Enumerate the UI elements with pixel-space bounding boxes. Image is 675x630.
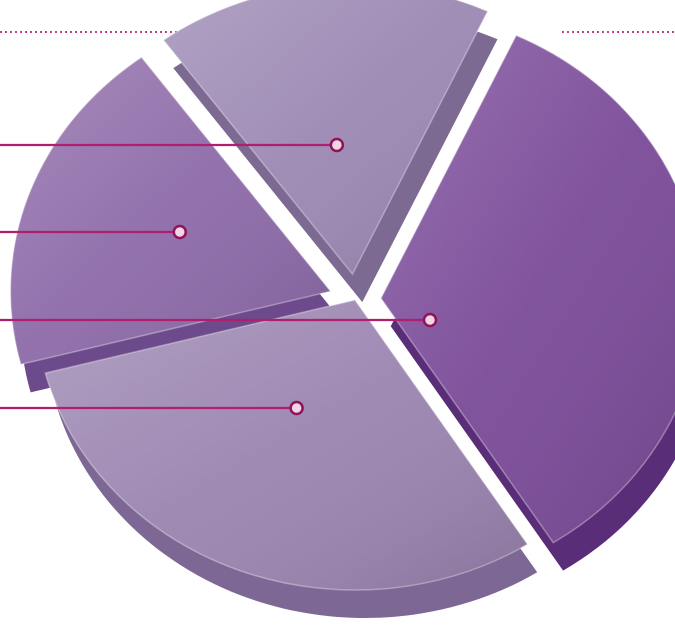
leader-dot-4 (329, 137, 345, 153)
pie-slice-gloss-2 (45, 300, 528, 591)
pie-slice-gloss-3 (10, 57, 331, 365)
pie-slices (9, 0, 675, 619)
leader-dot-2 (289, 400, 304, 416)
pie-slice-gloss-1 (380, 35, 675, 543)
leader-dot-1 (422, 312, 438, 328)
pie-slice-gloss-4 (163, 0, 488, 275)
leader-dot-3 (172, 224, 188, 240)
leader-lines (0, 137, 438, 416)
